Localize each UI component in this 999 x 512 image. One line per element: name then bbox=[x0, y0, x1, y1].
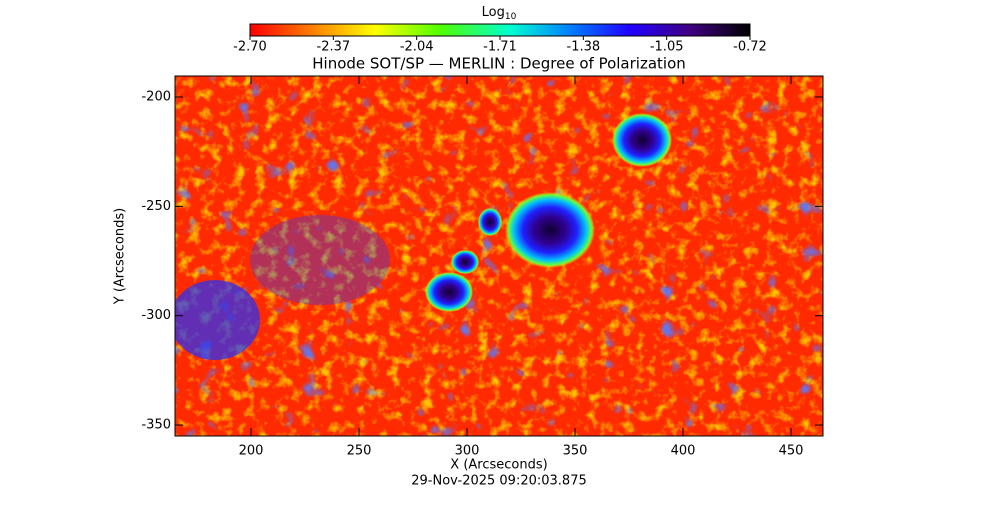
colorbar-tick-label: -2.37 bbox=[317, 40, 351, 55]
y-tick-label: -250 bbox=[141, 199, 171, 214]
y-tick-label: -300 bbox=[141, 308, 171, 323]
x-tick-label: 400 bbox=[671, 444, 696, 459]
x-tick-label: 450 bbox=[779, 444, 804, 459]
image bbox=[175, 76, 823, 436]
x-tick-label: 300 bbox=[455, 444, 480, 459]
x-tick-label: 200 bbox=[239, 444, 264, 459]
x-axis-label: X (Arcseconds) bbox=[450, 458, 547, 473]
colorbar bbox=[249, 23, 751, 37]
chart-title: Hinode SOT/SP — MERLIN : Degree of Polar… bbox=[312, 55, 686, 73]
colorbar-tick-label: -1.71 bbox=[483, 40, 517, 55]
x-tick-label: 350 bbox=[563, 444, 588, 459]
colorbar-tick-label: -0.72 bbox=[733, 40, 767, 55]
colorbar-tick-label: -1.38 bbox=[567, 40, 601, 55]
colorbar-tick-label: -1.05 bbox=[650, 40, 684, 55]
x-tick-label: 250 bbox=[347, 444, 372, 459]
colorbar-tick-label: -2.04 bbox=[400, 40, 434, 55]
y-tick-label: -350 bbox=[141, 418, 171, 433]
y-axis-label: Y (Arcseconds) bbox=[113, 208, 128, 305]
colorbar-tick-label: -2.70 bbox=[233, 40, 267, 55]
y-tick-label: -200 bbox=[141, 89, 171, 104]
plot-frame bbox=[174, 75, 824, 437]
colorbar-label: Log10 bbox=[482, 5, 517, 22]
footer-date: 29-Nov-2025 09:20:03.875 bbox=[411, 474, 587, 489]
